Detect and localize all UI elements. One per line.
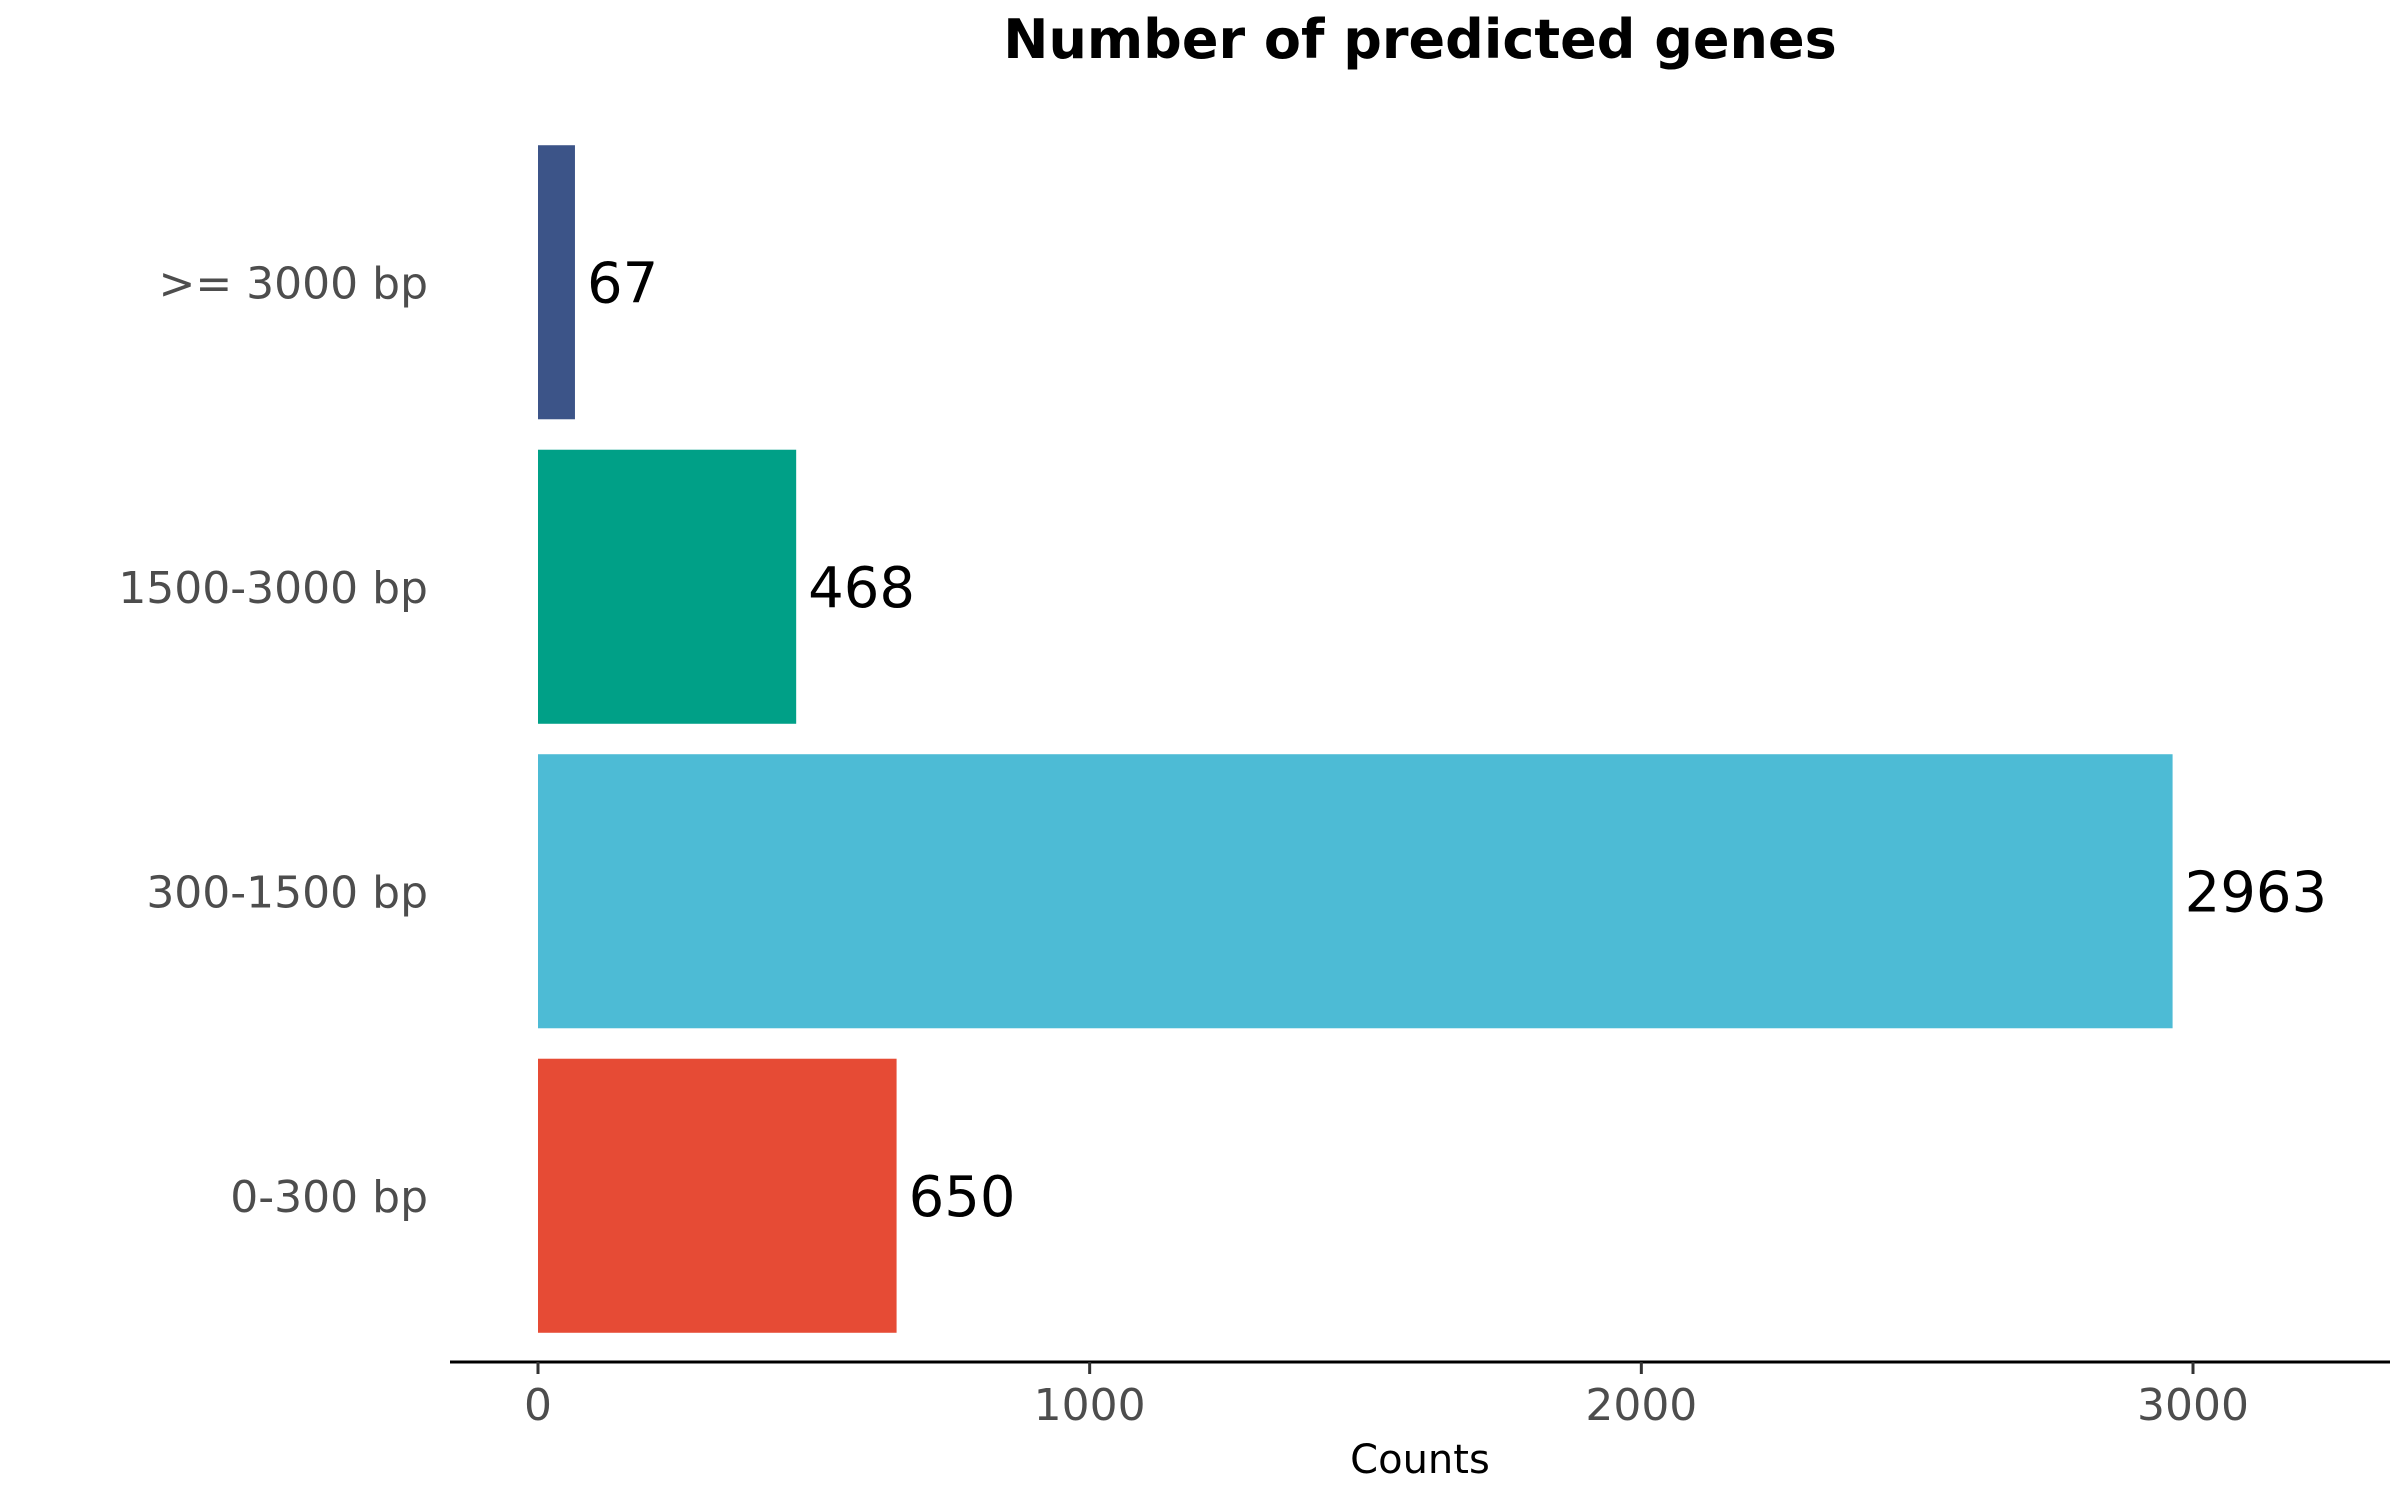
bar-0 — [538, 145, 575, 420]
category-label-0: >= 3000 bp — [158, 258, 428, 309]
x-tick-label-1: 1000 — [1034, 1380, 1146, 1431]
category-label-2: 300-1500 bp — [146, 867, 428, 918]
x-tick-label-0: 0 — [524, 1380, 552, 1431]
data-label-0: 67 — [587, 251, 658, 316]
bar-1 — [538, 449, 797, 724]
x-axis-title: Counts — [1350, 1437, 1490, 1483]
x-tick-label-2: 2000 — [1585, 1380, 1697, 1431]
bar-3 — [538, 1058, 897, 1333]
data-label-1: 468 — [808, 556, 915, 621]
x-tick-label-3: 3000 — [2137, 1380, 2249, 1431]
bars-layer: 67 >= 3000 bp 468 1500-3000 bp 2963 300-1500 … — [118, 145, 2327, 1333]
chart-title: Number of predicted genes — [1003, 8, 1836, 71]
x-axis: 0 1000 2000 3000 — [450, 1360, 2390, 1431]
category-label-3: 0-300 bp — [230, 1172, 428, 1223]
category-label-1: 1500-3000 bp — [118, 563, 428, 614]
data-label-3: 650 — [909, 1165, 1016, 1230]
data-label-2: 2963 — [2185, 860, 2328, 925]
bar-2 — [538, 754, 2173, 1029]
